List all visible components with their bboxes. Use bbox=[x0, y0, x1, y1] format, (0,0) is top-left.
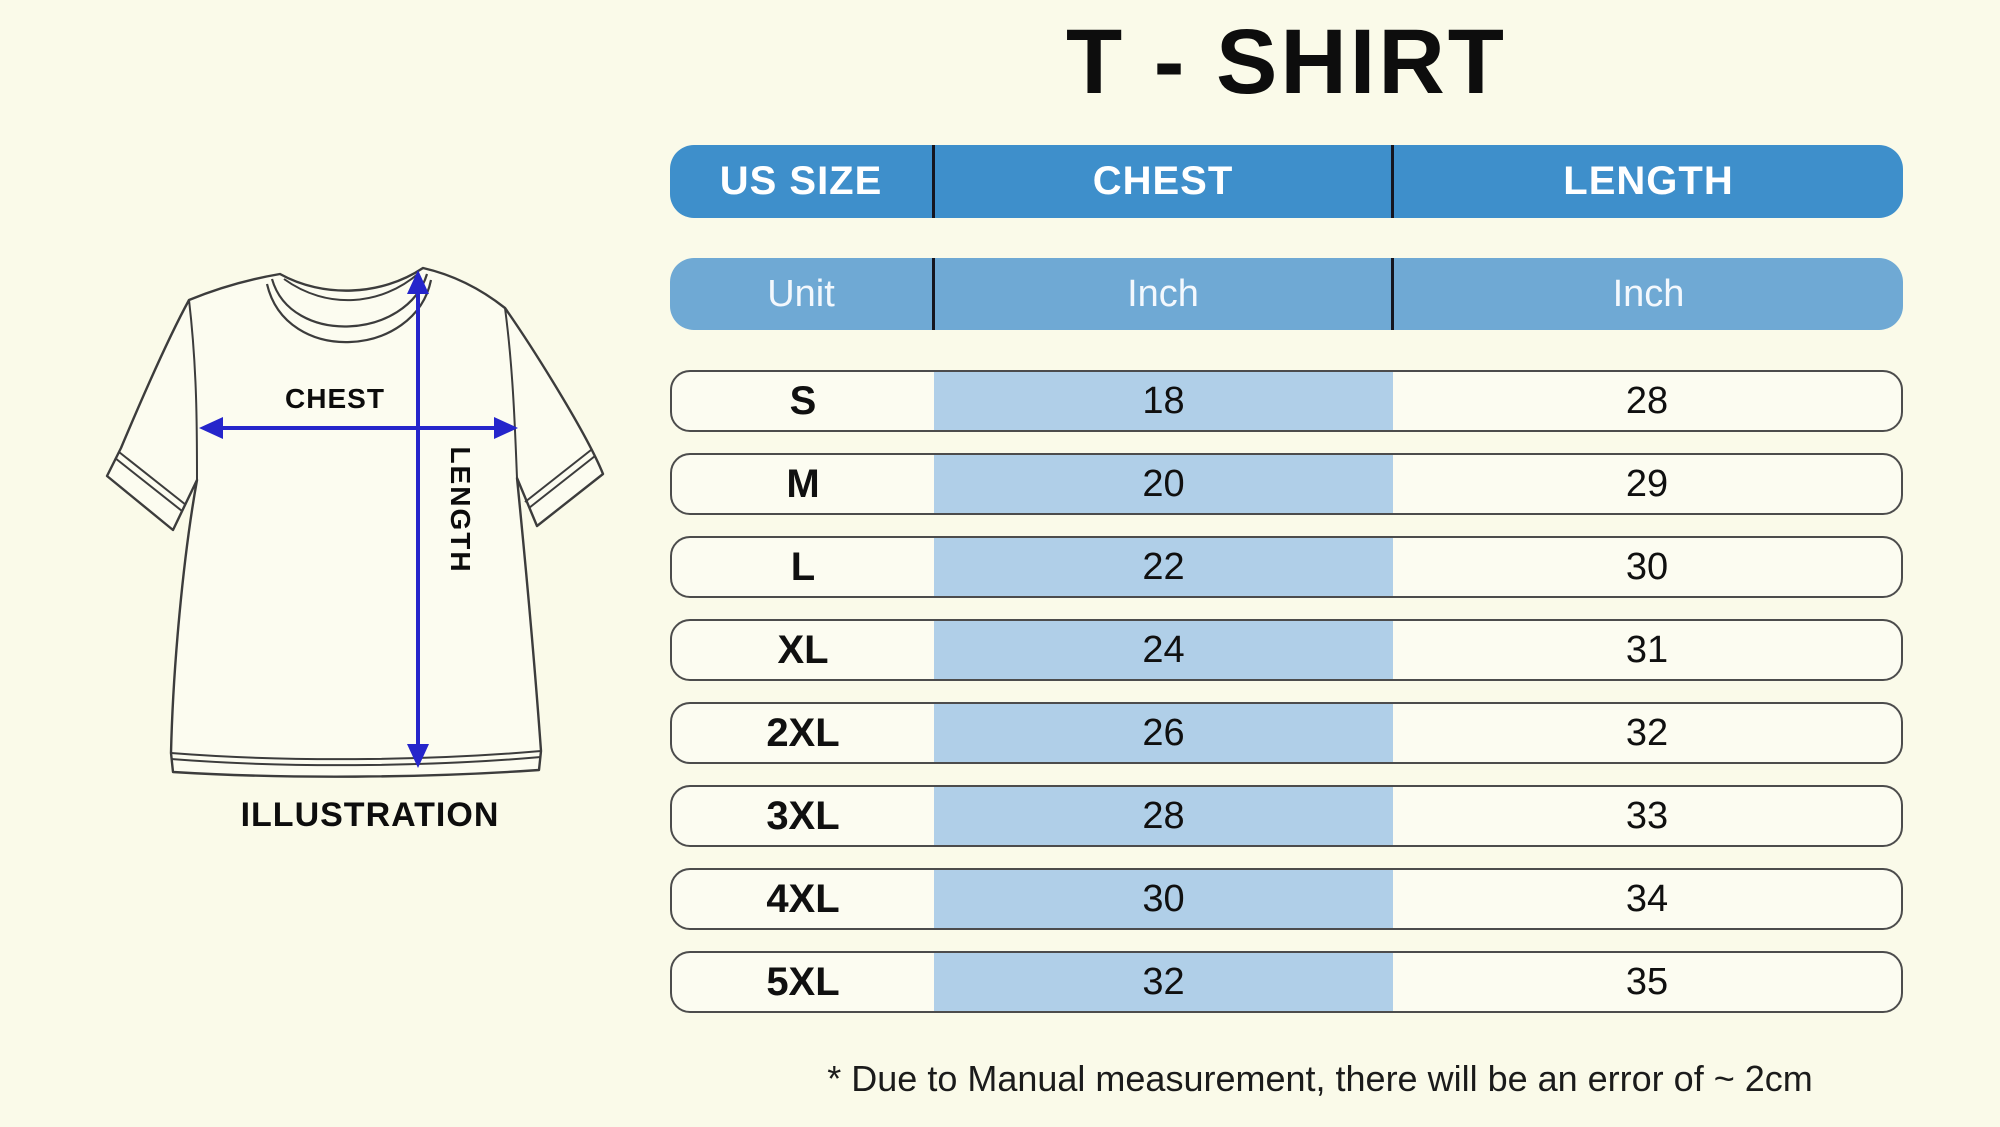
table-row: XL 24 31 bbox=[670, 619, 1903, 681]
size-cell: 5XL bbox=[766, 959, 840, 1004]
header-length: LENGTH bbox=[1391, 145, 1903, 218]
illustration-caption: ILLUSTRATION bbox=[240, 796, 500, 834]
chest-arrow-label: CHEST bbox=[285, 383, 385, 414]
table-unit-row: Unit Inch Inch bbox=[670, 258, 1903, 330]
length-cell: 29 bbox=[1625, 462, 1669, 505]
length-cell: 33 bbox=[1625, 794, 1669, 837]
unit-length: Inch bbox=[1391, 258, 1903, 330]
length-cell: 30 bbox=[1625, 545, 1669, 588]
table-row: 5XL 32 35 bbox=[670, 951, 1903, 1013]
table-row: L 22 30 bbox=[670, 536, 1903, 598]
table-row: 3XL 28 33 bbox=[670, 785, 1903, 847]
chest-cell: 18 bbox=[934, 372, 1393, 430]
page-title: T - SHIRT bbox=[1066, 11, 1507, 113]
size-cell: S bbox=[789, 378, 817, 423]
length-arrow bbox=[407, 270, 429, 768]
chest-arrow bbox=[199, 417, 518, 439]
chest-cell: 24 bbox=[934, 621, 1393, 679]
size-table: US SIZE CHEST LENGTH Unit Inch Inch S 18… bbox=[670, 145, 1903, 1013]
table-rows: S 18 28 M 20 29 L 22 30 XL 24 31 2XL 26 … bbox=[670, 370, 1903, 1013]
tshirt-illustration: CHEST LENGTH ILLUSTRATION bbox=[85, 248, 625, 888]
chest-cell: 20 bbox=[934, 455, 1393, 513]
table-row: S 18 28 bbox=[670, 370, 1903, 432]
tshirt-diagram: CHEST LENGTH bbox=[105, 266, 605, 778]
size-cell: XL bbox=[777, 627, 829, 672]
size-cell: L bbox=[790, 544, 816, 589]
length-cell: 31 bbox=[1625, 628, 1669, 671]
size-cell: 4XL bbox=[766, 876, 840, 921]
chest-cell: 28 bbox=[934, 787, 1393, 845]
length-cell: 35 bbox=[1625, 960, 1669, 1003]
length-arrow-label: LENGTH bbox=[445, 446, 476, 573]
table-row: M 20 29 bbox=[670, 453, 1903, 515]
unit-label: Unit bbox=[767, 272, 835, 315]
size-cell: 2XL bbox=[766, 710, 840, 755]
length-cell: 28 bbox=[1625, 379, 1669, 422]
length-cell: 32 bbox=[1625, 711, 1669, 754]
size-cell: M bbox=[786, 461, 820, 506]
header-chest: CHEST bbox=[932, 145, 1391, 218]
table-row: 2XL 26 32 bbox=[670, 702, 1903, 764]
chest-cell: 26 bbox=[934, 704, 1393, 762]
length-cell: 34 bbox=[1625, 877, 1669, 920]
table-row: 4XL 30 34 bbox=[670, 868, 1903, 930]
unit-chest: Inch bbox=[932, 258, 1391, 330]
header-us-size: US SIZE bbox=[719, 159, 883, 203]
chest-cell: 32 bbox=[934, 953, 1393, 1011]
size-cell: 3XL bbox=[766, 793, 840, 838]
chest-cell: 22 bbox=[934, 538, 1393, 596]
tshirt-outline bbox=[105, 266, 605, 778]
footnote: * Due to Manual measurement, there will … bbox=[827, 1058, 1813, 1099]
chest-cell: 30 bbox=[934, 870, 1393, 928]
table-header-row: US SIZE CHEST LENGTH bbox=[670, 145, 1903, 218]
